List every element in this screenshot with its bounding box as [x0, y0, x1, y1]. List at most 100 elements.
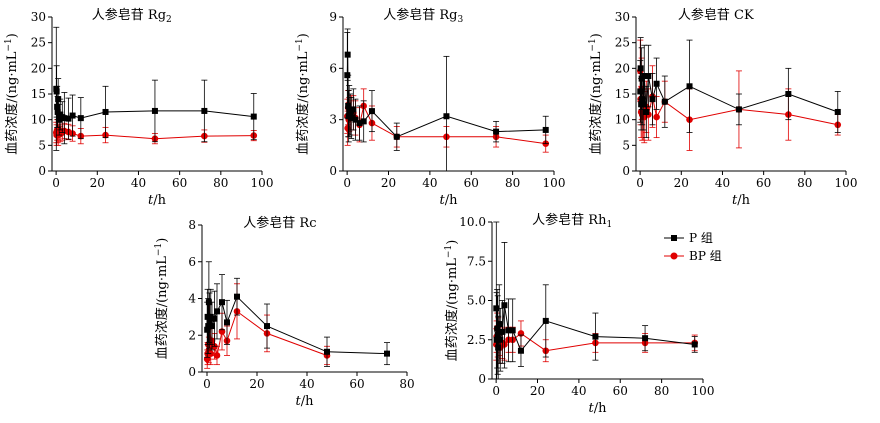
point-p: [264, 323, 270, 330]
point-p: [345, 102, 352, 109]
y-tick-label: 0: [622, 164, 630, 178]
x-tick-label: 20: [90, 176, 105, 190]
x-tick-label: 40: [571, 384, 586, 398]
point-p: [384, 350, 390, 357]
point-p: [645, 73, 652, 80]
point-p: [501, 302, 508, 309]
x-tick-label: 100: [251, 176, 274, 190]
point-p: [834, 108, 841, 115]
point-p: [637, 88, 644, 95]
x-axis-title: t/h: [440, 193, 459, 208]
x-tick-label: 60: [172, 176, 187, 190]
legend-marker-p: [671, 235, 677, 241]
point-p: [207, 313, 214, 320]
point-p: [344, 72, 351, 79]
point-p: [497, 336, 504, 343]
point-p: [53, 88, 60, 95]
point-p: [494, 332, 501, 339]
point-p: [661, 98, 668, 105]
legend-item-p: P 组: [664, 231, 713, 245]
point-p: [785, 91, 792, 97]
point-p: [347, 111, 354, 118]
point-p: [639, 96, 646, 103]
y-tick-label: 5: [622, 138, 630, 152]
x-tick-label: 80: [399, 377, 414, 391]
y-tick-label: 25: [615, 36, 630, 50]
x-tick-label: 20: [530, 384, 545, 398]
point-p: [653, 80, 660, 87]
point-p: [686, 83, 693, 90]
y-tick-label: 10: [31, 113, 46, 127]
y-tick-label: 5: [38, 138, 46, 152]
y-tick-label: 0: [478, 372, 486, 386]
point-p: [443, 113, 450, 120]
y-tick-label: 15: [31, 87, 46, 101]
legend-label-bp: BP 组: [689, 249, 722, 263]
point-p: [496, 321, 503, 328]
x-tick-label: 40: [131, 176, 146, 190]
y-axis-title: 血药浓度/(ng·mL−1): [444, 240, 460, 362]
panel-rg2: 0 20 40 60 80 100 0 5 10 15 20 25 30 人参皂苷 Rg2 t/h 血药浓度/…: [4, 7, 273, 208]
y-tick-label: 20: [31, 61, 46, 75]
y-tick-label: 2: [188, 328, 196, 342]
point-p: [65, 115, 72, 122]
legend-label-p: P 组: [689, 231, 713, 245]
x-tick-label: 60: [464, 176, 479, 190]
point-p: [350, 106, 357, 113]
series-line-p: [495, 305, 695, 352]
point-p: [637, 65, 644, 72]
point-p: [204, 326, 211, 333]
panel-title: 人参皂苷 Rg2: [92, 7, 172, 25]
x-tick-label: 20: [674, 176, 689, 190]
x-tick-label: 60: [756, 176, 771, 190]
panel-title: 人参皂苷 Rg3: [383, 7, 463, 25]
x-tick-label: 100: [543, 176, 566, 190]
point-p: [250, 113, 257, 120]
point-p: [61, 115, 68, 122]
point-p: [214, 308, 220, 315]
point-p: [356, 120, 363, 127]
y-axis-title: 血药浓度/(ng·mL−1): [154, 238, 170, 360]
point-p: [493, 305, 500, 312]
y-tick-label: 10: [615, 113, 630, 127]
point-p: [77, 115, 84, 122]
legend: P 组 BP 组: [664, 231, 722, 263]
point-p: [206, 317, 213, 324]
y-axis-title: 血药浓度/(ng·mL−1): [295, 33, 311, 155]
y-tick-label: 3: [329, 113, 337, 127]
point-p: [517, 347, 524, 354]
panel-title: 人参皂苷 CK: [678, 7, 754, 23]
x-axis-title: t/h: [732, 193, 751, 208]
panel-rg3: 0 20 40 60 80 100 0 3 6 9 人参皂苷 Rg3 t/h 血药浓度/(ng·mL−1…: [295, 7, 565, 208]
point-p: [205, 323, 212, 330]
y-axis-title: 血药浓度/(ng·mL−1): [4, 33, 20, 155]
panel-ck: 0 20 40 60 80 100 0 5 10 15 20 25 30 人参皂苷 CK t/h 血药浓度/(…: [588, 7, 857, 208]
point-p: [344, 51, 351, 58]
x-tick-label: 0: [492, 384, 500, 398]
point-p: [209, 323, 215, 330]
panel-title: 人参皂苷 Rc: [243, 215, 316, 231]
y-tick-label: 5.0: [467, 294, 486, 308]
y-tick-label: 10.0: [459, 215, 486, 229]
point-p: [151, 107, 158, 114]
x-tick-label: 80: [505, 176, 520, 190]
y-tick-label: 15: [615, 87, 630, 101]
point-p: [495, 344, 502, 351]
x-tick-label: 40: [422, 176, 437, 190]
legend-marker-bp: [670, 252, 678, 260]
point-p: [643, 108, 650, 115]
point-p: [348, 114, 355, 121]
point-p: [55, 96, 62, 103]
x-tick-label: 20: [381, 176, 396, 190]
point-p: [509, 327, 516, 334]
point-p: [641, 73, 648, 80]
point-p: [56, 116, 63, 123]
x-tick-label: 80: [213, 176, 228, 190]
point-p: [493, 128, 500, 135]
legend-item-bp: BP 组: [664, 249, 722, 263]
y-tick-label: 30: [31, 10, 46, 24]
point-p: [505, 327, 512, 334]
y-tick-label: 20: [615, 61, 630, 75]
y-tick-label: 6: [188, 255, 196, 269]
point-p: [368, 108, 375, 115]
